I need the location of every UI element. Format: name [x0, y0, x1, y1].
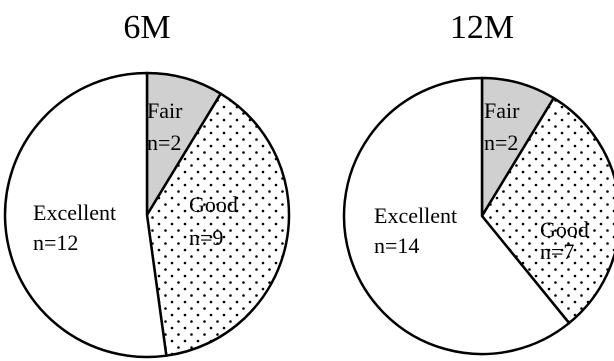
pie-slice-excellent-6m [3, 71, 168, 359]
slice-label-good-6m: Good [189, 192, 238, 217]
pie-slice-good-6m [145, 92, 291, 357]
slice-count-good-6m: n=9 [189, 225, 223, 250]
slice-label-excellent-6m: Excellent [33, 200, 116, 225]
slice-label-excellent-12m: Excellent [374, 203, 457, 228]
pie-slice-excellent-12m [342, 76, 571, 356]
slice-label-fair-12m: Fair [484, 98, 520, 123]
slice-count-fair-6m: n=2 [147, 130, 181, 155]
pie-chart-6m: 6M Fair n=2 Good n=9 Excellent n=12 [3, 9, 291, 359]
slice-label-good-12m: Good [540, 217, 589, 242]
slice-count-excellent-12m: n=14 [374, 233, 419, 258]
pie-chart-12m: 12M Fair n=2 Good n=7 Excellent n=14 [342, 9, 614, 356]
pie-slice-good-12m [480, 96, 614, 325]
slice-count-excellent-6m: n=12 [33, 230, 78, 255]
slice-count-good-12m: n=7 [540, 239, 574, 264]
chart-title-6m: 6M [123, 9, 170, 46]
slice-count-fair-12m: n=2 [484, 130, 518, 155]
chart-title-12m: 12M [450, 9, 514, 46]
slice-label-fair-6m: Fair [147, 98, 183, 123]
